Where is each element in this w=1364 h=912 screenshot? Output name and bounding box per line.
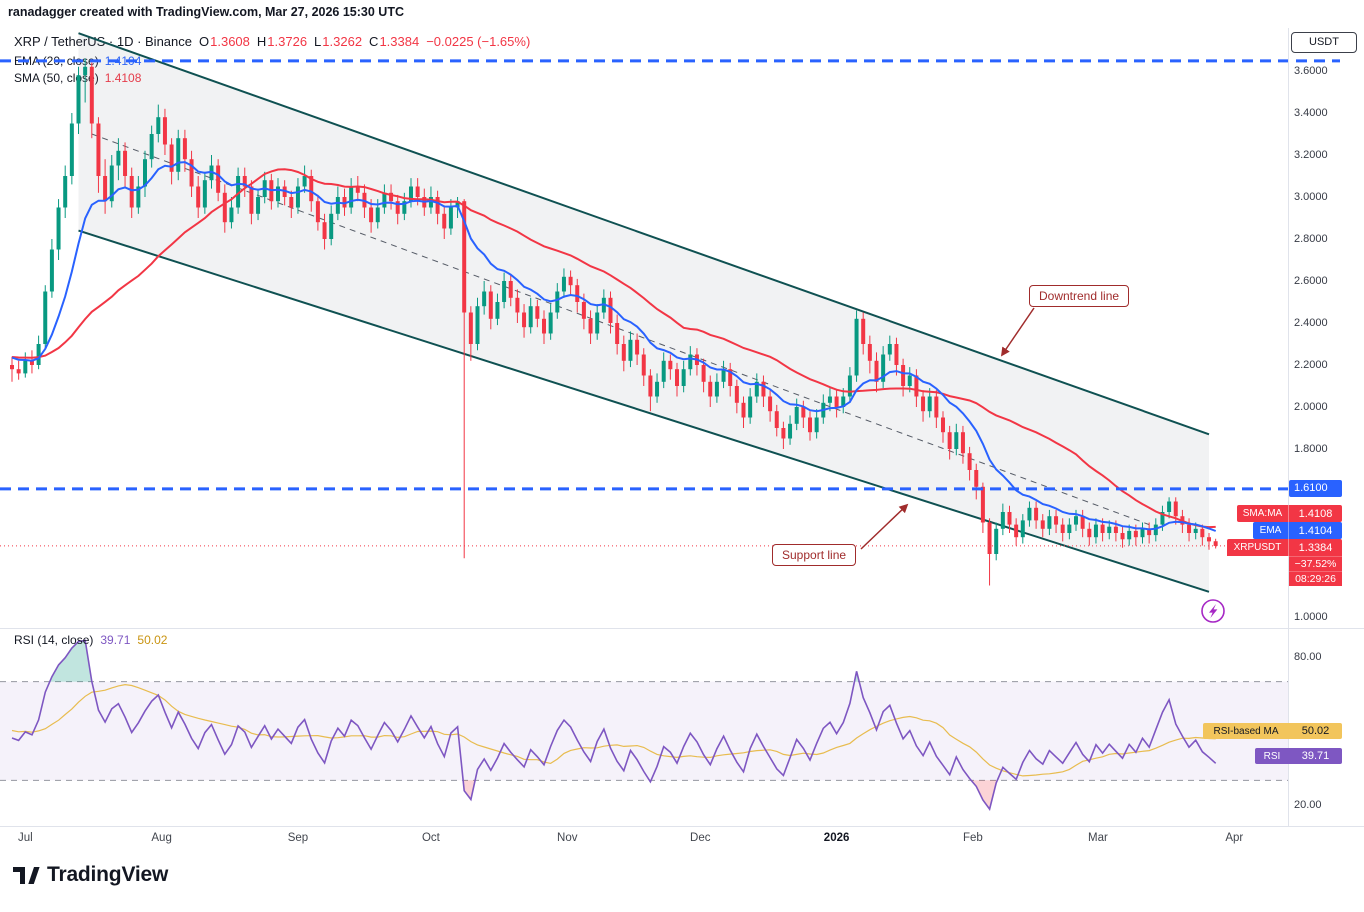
rsi-oversold-fill [971,780,998,810]
price-tick-label: 2.2000 [1294,359,1328,371]
rsi-band [0,681,1288,781]
time-tick-label: Feb [963,832,983,844]
rsi-overbought-fill [854,671,860,682]
rsi-legend: RSI (14, close) 39.71 50.02 [14,633,167,647]
time-tick-label: Apr [1225,832,1244,844]
ema-indicator-label[interactable]: EMA (20, close) [14,54,99,68]
channel-midline[interactable] [91,133,1150,526]
sma-indicator-label[interactable]: SMA (50, close) [14,71,99,85]
time-tick-label: Aug [151,832,172,844]
price-tick-label: 2.4000 [1294,317,1328,329]
price-tick-label: 3.6000 [1294,65,1328,77]
tradingview-logo-icon [13,867,40,884]
symbol-title[interactable]: XRP / TetherUS · 1D · Binance [14,34,192,49]
time-tick-label: Jul [17,832,33,844]
downtrend-channel-line[interactable] [78,32,1210,436]
ema-line[interactable] [11,161,1217,532]
level-price-tag[interactable]: 1.6100 [1289,480,1342,497]
time-tick-label: 2026 [823,832,850,844]
trend-channel-fill [78,33,1209,592]
rsi-value-tag: RSI 39.71 [1255,748,1342,764]
price-tick-label: 3.0000 [1294,191,1328,203]
sma-line[interactable] [11,168,1216,529]
time-tick-label: Dec [690,832,711,844]
price-tick-label: 1.0000 [1294,611,1328,623]
time-tick-label: Mar [1088,832,1108,844]
rsi-tick-label: 80.00 [1294,651,1322,663]
sma-value: 1.4108 [104,71,142,85]
attribution-bar: ranadagger created with TradingView.com,… [8,5,404,19]
currency-toggle-button[interactable]: USDT [1291,32,1357,53]
price-tick-label: 2.0000 [1294,401,1328,413]
downtrend-line-label[interactable]: Downtrend line [1029,285,1130,307]
bar-countdown-tag: 08:29:26 [1289,571,1342,586]
rsi-indicator-label[interactable]: RSI (14, close) [14,633,94,647]
rsi-tick-label: 20.00 [1294,799,1322,811]
rsi-value: 39.71 [100,633,131,647]
ema-price-tag: EMA 1.4104 [1253,522,1342,539]
support-line-label[interactable]: Support line [772,544,857,566]
rsi-ma-tag: RSI-based MA 50.02 [1203,723,1342,739]
change-percent-tag: −37.52% [1289,556,1342,571]
sma-price-tag: SMA:MA 1.4108 [1237,505,1342,522]
change-readout: −0.0225 (−1.65%) [426,34,531,49]
rsi-line[interactable] [11,639,1217,811]
downtrend-arrow[interactable] [1000,307,1035,357]
flash-icon[interactable] [1201,599,1225,623]
price-tick-label: 3.4000 [1294,107,1328,119]
support-arrow[interactable] [860,503,909,550]
last-price-tag: XRPUSDT 1.3384 −37.52% 08:29:26 [1227,539,1342,586]
price-tick-label: 2.6000 [1294,275,1328,287]
rsi-ma-line[interactable] [11,683,1216,777]
low-readout: L 1.3262 [314,34,363,49]
rsi-ma-value: 50.02 [137,633,168,647]
time-tick-label: Oct [421,832,440,844]
open-readout: O 1.3608 [199,34,250,49]
price-tick-label: 2.8000 [1294,233,1328,245]
ema-value: 1.4104 [104,54,142,68]
price-tick-label: 3.2000 [1294,149,1328,161]
close-readout: C 1.3384 [369,34,420,49]
high-readout: H 1.3726 [256,34,308,49]
rsi-oversold-fill [649,780,651,782]
price-tick-label: 1.8000 [1294,443,1328,455]
time-tick-label: Sep [287,832,309,844]
rsi-oversold-fill [463,780,476,800]
tradingview-logo[interactable]: TradingView [13,863,168,887]
time-tick-label: Nov [557,832,578,844]
candlestick-series[interactable] [10,58,1218,586]
